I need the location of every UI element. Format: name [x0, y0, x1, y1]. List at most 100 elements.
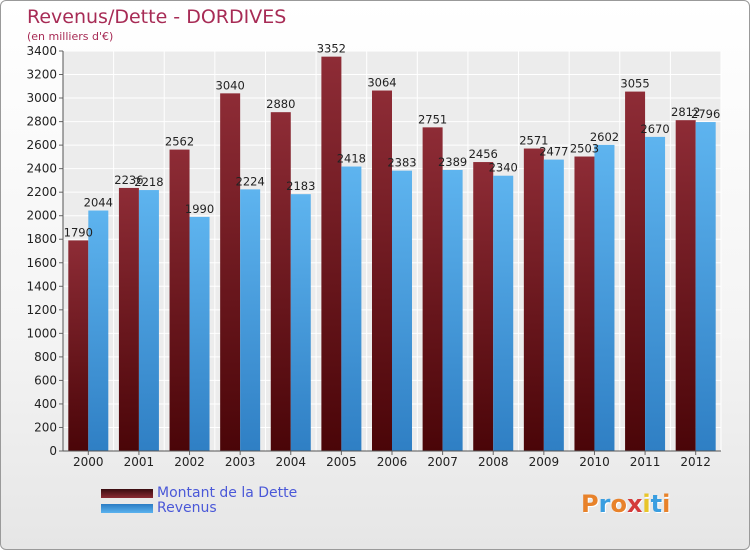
y-tick-label: 3200 [26, 68, 57, 82]
y-tick-label: 1200 [26, 303, 57, 317]
y-tick-label: 1600 [26, 256, 57, 270]
y-tick-label: 1000 [26, 326, 57, 340]
y-tick-label: 3400 [26, 44, 57, 58]
data-label-revenus: 2670 [640, 122, 669, 136]
x-tick-label: 2001 [124, 455, 155, 469]
y-tick-label: 800 [34, 350, 57, 364]
bar-revenus [543, 159, 564, 451]
axis-layer: 0 200 400 600 800 1000 1200 1400 1600 1800 2000 220… [26, 44, 721, 469]
data-label-revenus: 1990 [185, 202, 214, 216]
legend-swatch-revenus [101, 504, 153, 513]
data-label-dette: 1790 [64, 225, 93, 239]
x-tick-label: 2000 [73, 455, 104, 469]
y-tick-label: 2200 [26, 185, 57, 199]
logo-letter: o [610, 490, 627, 518]
y-tick-label: 2800 [26, 115, 57, 129]
data-label-dette: 3352 [317, 42, 346, 56]
bar-dette [372, 90, 392, 451]
bar-revenus [594, 144, 615, 451]
data-label-dette: 2456 [469, 147, 498, 161]
bar-dette [422, 127, 443, 452]
x-tick-label: 2005 [326, 455, 357, 469]
y-tick-label: 2400 [26, 162, 57, 176]
x-tick-label: 2008 [478, 455, 509, 469]
data-label-dette: 2751 [418, 112, 447, 126]
y-tick-label: 0 [49, 444, 57, 458]
bar-dette [675, 120, 696, 452]
data-label-revenus: 2044 [84, 196, 113, 210]
data-label-revenus: 2383 [387, 156, 416, 170]
x-tick-label: 2003 [225, 455, 256, 469]
x-tick-label: 2012 [680, 455, 711, 469]
y-tick-label: 1800 [26, 232, 57, 246]
data-label-dette: 3055 [620, 77, 649, 91]
data-label-dette: 2571 [519, 134, 548, 148]
y-tick-label: 2600 [26, 138, 57, 152]
proxiti-logo: Proxiti [581, 490, 670, 518]
bar-revenus [138, 190, 159, 451]
y-tick-label: 1400 [26, 279, 57, 293]
bar-dette [321, 56, 342, 451]
data-label-revenus: 2389 [438, 155, 467, 169]
data-label-dette: 3064 [367, 76, 396, 90]
x-tick-label: 2009 [529, 455, 560, 469]
data-label-revenus: 2602 [590, 130, 619, 144]
data-label-dette: 2880 [266, 97, 295, 111]
data-label-dette: 2236 [114, 173, 143, 187]
y-tick-label: 600 [34, 373, 57, 387]
bar-revenus [341, 166, 362, 451]
bar-dette [523, 148, 544, 451]
bar-revenus [189, 216, 210, 451]
bar-dette [270, 112, 291, 452]
logo-letter: P [581, 490, 599, 518]
data-label-revenus: 2340 [489, 161, 518, 175]
legend-label-dette: Montant de la Dette [157, 485, 298, 501]
logo-letter: i [662, 490, 671, 518]
x-tick-label: 2010 [579, 455, 610, 469]
x-tick-label: 2006 [377, 455, 408, 469]
bar-dette [68, 240, 89, 451]
data-label-dette: 2503 [570, 142, 599, 156]
x-tick-label: 2004 [275, 455, 306, 469]
logo-letter: i [642, 490, 651, 518]
legend-label-revenus: Revenus [157, 500, 217, 516]
bar-revenus [695, 122, 716, 451]
bar-dette [220, 93, 241, 452]
bar-revenus [290, 194, 311, 452]
data-label-revenus: 2183 [286, 179, 315, 193]
data-label-dette: 3040 [216, 78, 245, 92]
bar-dette [625, 91, 646, 452]
bars-layer [68, 56, 716, 452]
bar-revenus [645, 136, 666, 451]
bar-revenus [493, 175, 514, 452]
bar-revenus [442, 169, 463, 452]
x-tick-label: 2011 [630, 455, 661, 469]
legend-swatch-dette [101, 489, 153, 498]
x-tick-label: 2002 [174, 455, 205, 469]
data-label-dette: 2562 [165, 135, 194, 149]
bar-revenus [240, 189, 261, 451]
logo-letter: x [626, 490, 643, 518]
bar-revenus [392, 170, 412, 451]
data-label-revenus: 2477 [539, 145, 568, 159]
data-label-revenus: 2796 [691, 107, 720, 121]
logo-letter: r [598, 490, 611, 518]
data-label-revenus: 2418 [337, 152, 366, 166]
y-tick-label: 400 [34, 397, 57, 411]
bar-dette [473, 162, 494, 451]
y-tick-label: 200 [34, 420, 57, 434]
data-label-dette: 2812 [671, 105, 700, 119]
x-tick-label: 2007 [427, 455, 458, 469]
bar-revenus [88, 210, 109, 451]
y-tick-label: 2000 [26, 209, 57, 223]
chart-title: Revenus/Dette - DORDIVES [27, 6, 287, 28]
data-label-revenus: 2224 [236, 174, 265, 188]
chart-subtitle: (en milliers d'€) [27, 30, 114, 43]
y-tick-label: 3000 [26, 91, 57, 105]
bar-dette [169, 149, 190, 451]
logo-letter: t [650, 490, 663, 518]
bar-dette [574, 156, 595, 451]
